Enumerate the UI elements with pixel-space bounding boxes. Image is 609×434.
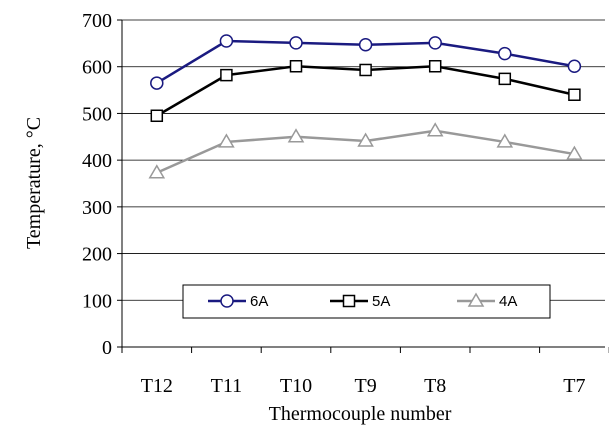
x-tick-label: T12 <box>141 375 173 397</box>
marker <box>218 133 235 148</box>
marker <box>150 109 164 123</box>
marker <box>289 36 303 50</box>
x-axis-label: Thermocouple number <box>269 403 452 425</box>
y-tick-label: 300 <box>82 197 112 219</box>
legend-label: 6A <box>250 293 268 310</box>
y-tick-label: 600 <box>82 57 112 79</box>
y-tick-label: 100 <box>82 290 112 312</box>
legend-label: 4A <box>499 293 517 310</box>
marker <box>566 145 583 160</box>
marker <box>289 59 303 73</box>
marker <box>467 292 485 307</box>
marker <box>357 132 374 147</box>
y-tick-label: 500 <box>82 103 112 125</box>
y-tick-label: 200 <box>82 244 112 266</box>
y-tick-label: 0 <box>102 337 112 359</box>
x-tick-label: T8 <box>424 375 446 397</box>
marker <box>568 88 581 101</box>
x-tick-label: T10 <box>280 375 312 397</box>
marker <box>567 59 582 73</box>
marker <box>150 76 164 90</box>
legend: 6A 5A 4A <box>182 284 551 319</box>
marker <box>220 294 234 308</box>
y-axis-label: Temperature, °C <box>23 117 45 249</box>
y-tick-label: 700 <box>82 10 112 32</box>
x-tick-label: T7 <box>563 375 585 397</box>
marker <box>219 34 234 48</box>
marker <box>342 294 356 308</box>
marker <box>498 46 512 61</box>
marker <box>428 36 442 50</box>
marker <box>496 133 514 148</box>
marker <box>359 63 372 77</box>
marker <box>220 68 233 82</box>
y-tick-label: 400 <box>82 150 112 172</box>
marker <box>428 59 442 73</box>
marker <box>358 38 373 52</box>
marker <box>287 128 305 143</box>
x-tick-label: T9 <box>354 375 376 397</box>
marker <box>148 164 166 179</box>
x-tick-label: T11 <box>211 375 242 397</box>
marker <box>426 122 444 137</box>
marker <box>498 72 512 86</box>
legend-label: 5A <box>372 293 390 310</box>
